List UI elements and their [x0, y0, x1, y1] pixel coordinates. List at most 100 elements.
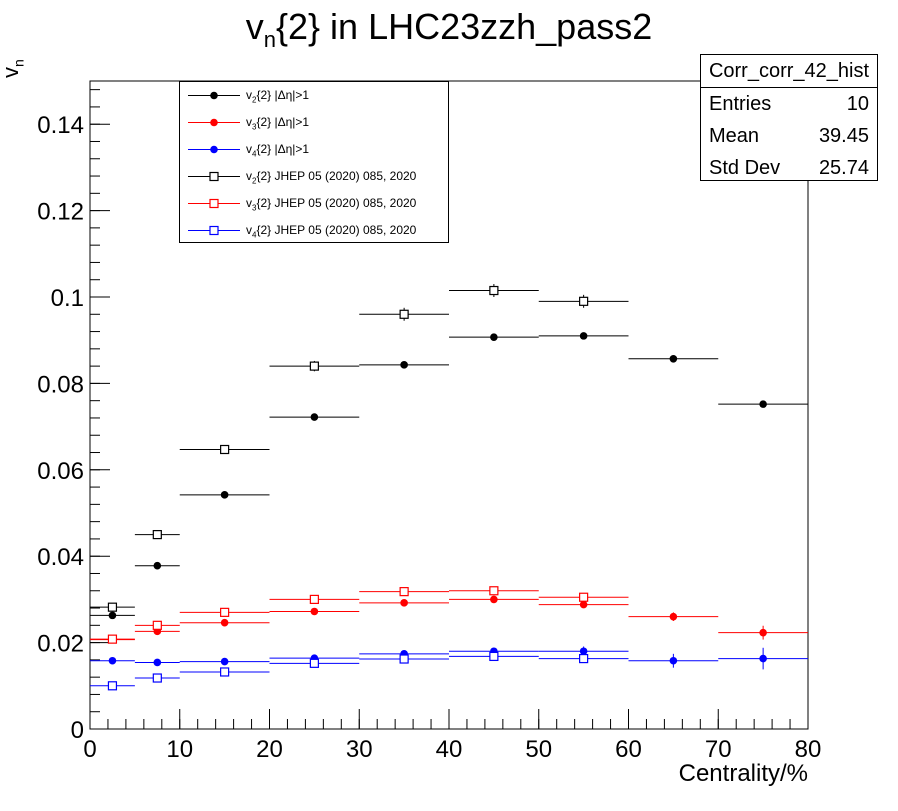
- y-axis-label-main: v: [0, 67, 23, 78]
- chart-title-sub: n: [263, 27, 276, 53]
- data-point: [108, 656, 117, 665]
- stats-row-stddev: Std Dev 25.74: [701, 152, 877, 184]
- legend-marker: [188, 145, 240, 154]
- series-0: [90, 332, 808, 620]
- legend-entry: v3{2} |Δη|>1: [180, 109, 448, 136]
- data-point: [399, 654, 409, 664]
- legend-label: v3{2} |Δη|>1: [246, 115, 310, 132]
- series-2: [90, 646, 808, 670]
- legend-entry: v3{2} JHEP 05 (2020) 085, 2020: [180, 190, 448, 217]
- y-tick-label: 0.06: [37, 458, 84, 485]
- legend: v2{2} |Δη|>1 v3{2} |Δη|>1 v4{2} |Δη|>1 v2{2…: [179, 81, 449, 243]
- y-axis-label-sub: n: [10, 59, 27, 67]
- x-axis-label: Centrality/%: [678, 760, 808, 787]
- data-point: [220, 491, 229, 499]
- y-tick-label: 0.12: [37, 199, 84, 226]
- data-point: [310, 413, 319, 421]
- data-point: [220, 618, 229, 627]
- data-point: [579, 653, 589, 664]
- x-tick-label: 10: [166, 736, 193, 763]
- data-point: [579, 332, 588, 340]
- data-point: [310, 607, 319, 616]
- data-point: [399, 309, 409, 319]
- x-tick-label: 20: [256, 736, 283, 763]
- stats-value: 25.74: [818, 157, 869, 179]
- data-point: [220, 607, 230, 617]
- data-point: [107, 602, 118, 612]
- x-tick-label: 40: [436, 736, 463, 763]
- legend-label: v2{2} |Δη|>1: [246, 88, 310, 105]
- data-point: [400, 599, 408, 607]
- x-tick-label: 0: [83, 736, 96, 763]
- legend-entry: v2{2} |Δη|>1: [180, 82, 448, 109]
- legend-label: v3{2} JHEP 05 (2020) 085, 2020: [246, 196, 417, 213]
- data-point: [399, 587, 409, 597]
- data-point: [309, 658, 319, 668]
- legend-marker: [188, 118, 240, 127]
- data-point: [220, 667, 230, 677]
- data-point: [107, 634, 118, 644]
- data-point: [759, 654, 767, 663]
- data-point: [220, 657, 229, 666]
- legend-label: v2{2} JHEP 05 (2020) 085, 2020: [246, 169, 417, 186]
- legend-marker: [188, 225, 240, 236]
- chart-title-rest: {2} in LHC23zzh_pass2: [275, 6, 653, 47]
- data-point: [669, 656, 678, 665]
- chart-title-main: v: [245, 6, 264, 47]
- data-point: [153, 561, 162, 570]
- stats-row-mean: Mean 39.45: [701, 120, 877, 152]
- data-point: [400, 361, 408, 369]
- data-point: [309, 594, 319, 605]
- data-point: [579, 600, 588, 609]
- stats-row-entries: Entries 10: [701, 88, 877, 120]
- data-point: [579, 296, 589, 306]
- y-tick-label: 0.08: [37, 371, 84, 398]
- data-point: [108, 611, 117, 620]
- legend-entry: v4{2} |Δη|>1: [180, 136, 448, 163]
- series-4: [90, 586, 629, 644]
- data-point: [489, 586, 499, 596]
- series-5: [90, 651, 629, 691]
- x-tick-label: 70: [705, 736, 732, 763]
- y-tick-label: 0.04: [37, 544, 84, 571]
- data-point: [579, 647, 588, 656]
- x-tick-label: 30: [346, 736, 373, 763]
- data-point: [153, 658, 162, 667]
- stats-label: Entries: [709, 93, 772, 115]
- data-point: [490, 595, 498, 604]
- y-tick-label: 0.1: [51, 285, 84, 312]
- x-tick-label: 60: [615, 736, 642, 763]
- stats-label: Std Dev: [709, 157, 781, 179]
- data-point: [220, 444, 230, 455]
- y-tick-label: 0.02: [37, 631, 84, 658]
- x-tick-label: 50: [525, 736, 552, 763]
- stats-label: Mean: [709, 125, 760, 147]
- legend-entry: v4{2} JHEP 05 (2020) 085, 2020: [180, 217, 448, 244]
- legend-marker: [188, 91, 240, 100]
- legend-marker: [188, 171, 240, 182]
- stats-value: 39.45: [818, 125, 869, 147]
- data-point: [152, 620, 162, 630]
- stats-value: 10: [846, 93, 869, 115]
- y-tick-label: 0.14: [37, 112, 84, 139]
- series-1: [90, 595, 808, 644]
- data-point: [579, 592, 589, 602]
- x-tick-label: 80: [795, 736, 822, 763]
- y-tick-label: 0: [71, 717, 84, 744]
- data-point: [669, 354, 678, 363]
- series-3: [90, 284, 629, 612]
- legend-marker: [188, 198, 240, 209]
- data-point: [152, 529, 162, 540]
- data-point: [759, 400, 767, 408]
- stats-box: Corr_corr_42_hist Entries 10 Mean 39.45 St…: [700, 54, 878, 181]
- data-point: [490, 333, 498, 341]
- data-point: [107, 681, 118, 691]
- y-axis-label: vn: [0, 59, 26, 78]
- data-point: [489, 285, 499, 296]
- chart-title: vn{2} in LHC23zzh_pass2: [0, 6, 898, 53]
- data-point: [489, 651, 499, 662]
- legend-entry: v2{2} JHEP 05 (2020) 085, 2020: [180, 163, 448, 190]
- data-point: [759, 628, 767, 637]
- data-point: [152, 673, 162, 683]
